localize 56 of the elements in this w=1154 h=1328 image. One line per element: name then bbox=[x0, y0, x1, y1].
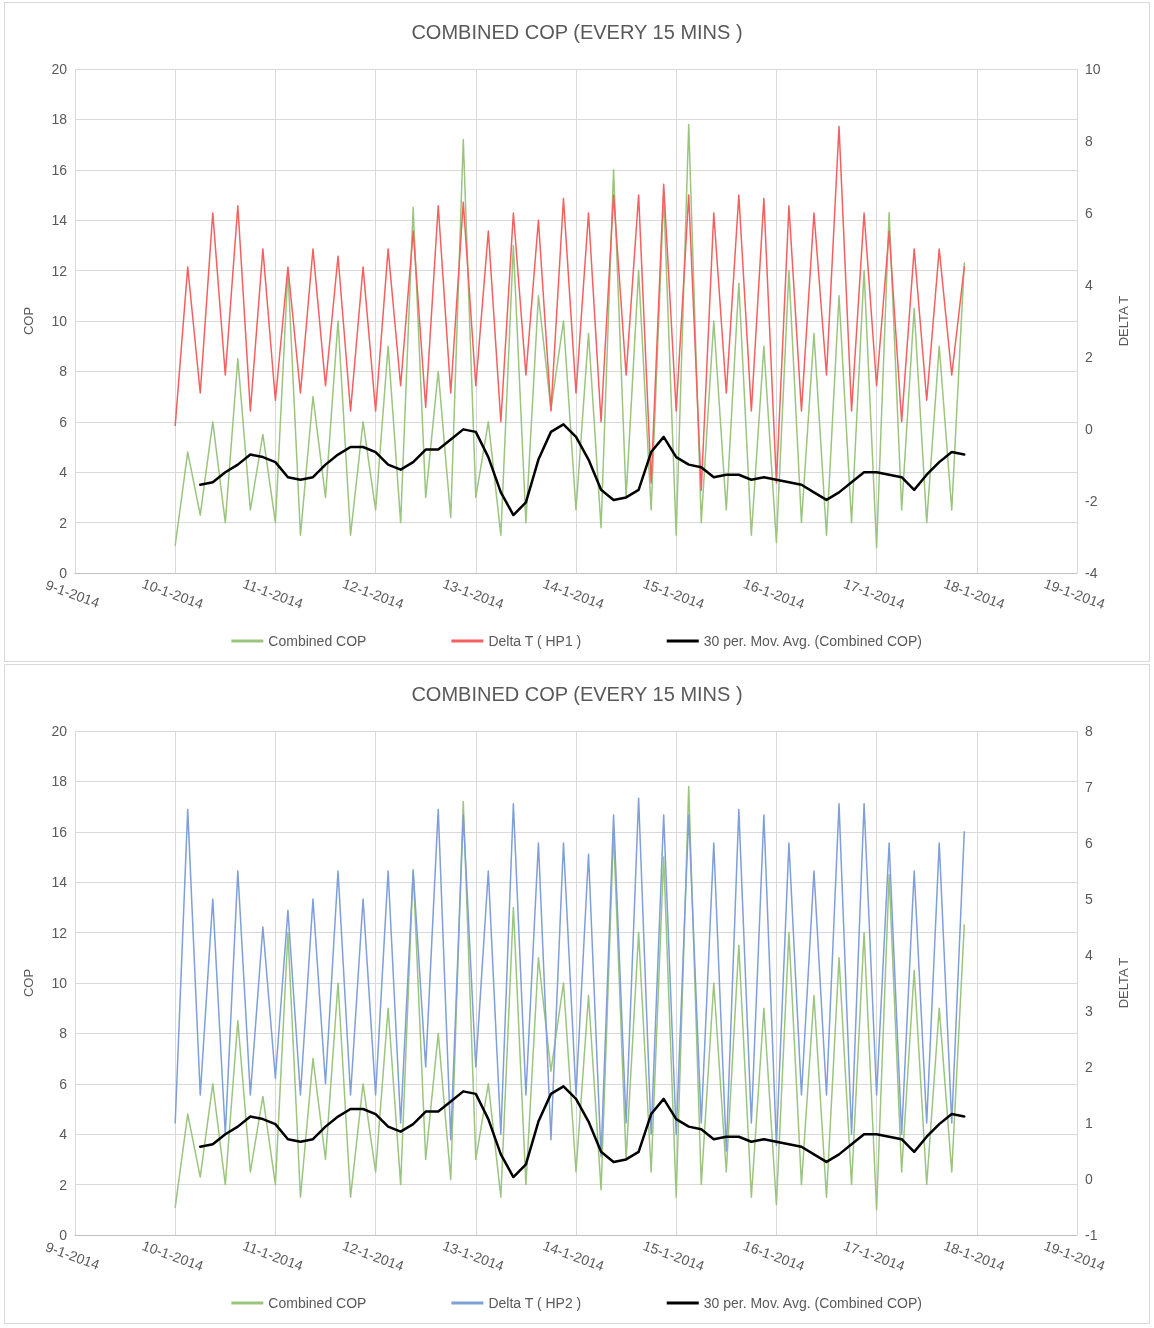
y-tick-label: 12 bbox=[51, 924, 68, 941]
y-tick-label: 16 bbox=[51, 823, 68, 840]
y2-tick-label: 1 bbox=[1085, 1115, 1093, 1131]
y-tick-label: 12 bbox=[51, 262, 68, 279]
legend-label: Combined COP bbox=[268, 1295, 367, 1311]
y2-tick-label: -2 bbox=[1085, 493, 1098, 509]
y2-tick-label: 7 bbox=[1085, 779, 1093, 795]
legend-label: Delta T ( HP1 ) bbox=[488, 633, 582, 649]
y2-axis-title: DELTA T bbox=[1116, 295, 1131, 347]
y-tick-label: 10 bbox=[51, 313, 68, 329]
y-tick-label: 2 bbox=[59, 514, 68, 531]
y2-tick-label: 4 bbox=[1085, 277, 1093, 293]
y-tick-label: 16 bbox=[51, 161, 68, 178]
y-tick-label: 18 bbox=[51, 773, 68, 790]
y-tick-label: 8 bbox=[59, 1025, 68, 1042]
chart-title: COMBINED COP (EVERY 15 MINS ) bbox=[411, 683, 743, 705]
y-tick-label: 20 bbox=[51, 61, 68, 77]
y2-tick-label: 2 bbox=[1085, 349, 1093, 365]
y2-tick-label: -1 bbox=[1085, 1227, 1098, 1243]
y2-tick-label: 5 bbox=[1085, 891, 1093, 907]
y2-tick-label: 6 bbox=[1085, 835, 1093, 851]
y-tick-label: 4 bbox=[59, 1126, 68, 1143]
y-tick-label: 14 bbox=[51, 212, 68, 229]
y-tick-label: 18 bbox=[51, 111, 68, 128]
y-tick-label: 0 bbox=[59, 565, 68, 581]
y2-tick-label: 2 bbox=[1085, 1059, 1093, 1075]
y-tick-label: 10 bbox=[51, 975, 68, 991]
y2-tick-label: 0 bbox=[1085, 421, 1093, 437]
y-tick-label: 8 bbox=[59, 363, 68, 380]
y-tick-label: 4 bbox=[59, 464, 68, 481]
y-tick-label: 20 bbox=[51, 723, 68, 739]
line-series bbox=[199, 1085, 966, 1179]
y2-tick-label: 4 bbox=[1085, 947, 1093, 963]
y-tick-label: 0 bbox=[59, 1227, 68, 1243]
legend-label: Combined COP bbox=[268, 633, 367, 649]
y2-axis-title: DELTA T bbox=[1116, 957, 1131, 1009]
legend-label: 30 per. Mov. Avg. (Combined COP) bbox=[703, 633, 922, 649]
y-tick-label: 14 bbox=[51, 874, 68, 891]
line-series bbox=[199, 423, 966, 517]
legend-label: Delta T ( HP2 ) bbox=[488, 1295, 582, 1311]
y2-tick-label: 8 bbox=[1085, 723, 1093, 739]
y-tick-label: 2 bbox=[59, 1176, 68, 1193]
line-series bbox=[174, 785, 966, 1211]
y2-tick-label: 6 bbox=[1085, 205, 1093, 221]
y-tick-label: 6 bbox=[59, 1075, 68, 1092]
y-tick-label: 6 bbox=[59, 413, 68, 430]
chart-title: COMBINED COP (EVERY 15 MINS ) bbox=[411, 21, 743, 43]
y2-tick-label: 3 bbox=[1085, 1003, 1093, 1019]
line-series bbox=[174, 797, 966, 1158]
y-axis-title: COP bbox=[21, 306, 36, 336]
y2-tick-label: 10 bbox=[1085, 61, 1101, 77]
y2-tick-label: -4 bbox=[1085, 565, 1098, 581]
y-axis-title: COP bbox=[21, 968, 36, 998]
y2-tick-label: 0 bbox=[1085, 1171, 1093, 1187]
y2-tick-label: 8 bbox=[1085, 133, 1093, 149]
legend-label: 30 per. Mov. Avg. (Combined COP) bbox=[703, 1295, 922, 1311]
